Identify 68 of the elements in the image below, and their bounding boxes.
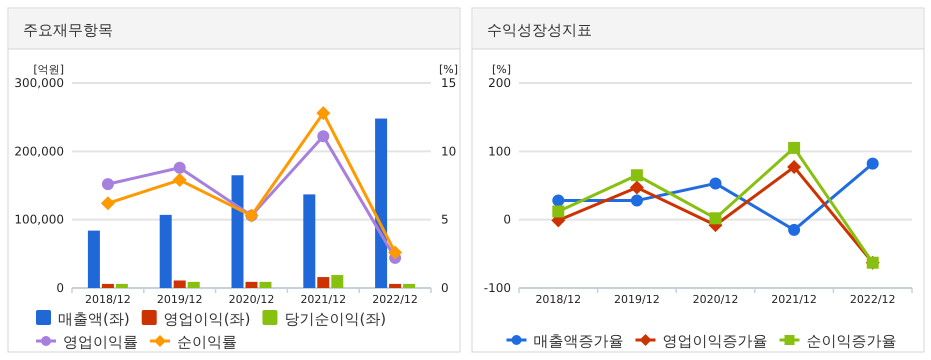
point (630, 169, 643, 182)
bar (102, 284, 114, 288)
y2-tick-label: 15 (441, 76, 456, 90)
point (388, 245, 402, 260)
bar (88, 230, 100, 288)
x-tick-label: 2022/12 (850, 293, 896, 306)
x-tick-label: 2021/12 (771, 293, 817, 306)
y-axis-title: [%] (492, 63, 511, 76)
bar (331, 275, 344, 288)
x-tick-label: 2018/12 (535, 293, 582, 306)
point (317, 130, 330, 142)
y-tick-label: 200,000 (14, 144, 64, 158)
legend-label: 영업이익률 (63, 333, 138, 351)
y-tick-label: 0 (503, 212, 511, 227)
point (552, 205, 564, 218)
legend-label: 당기순이익(좌) (284, 310, 386, 328)
legend-label: 매출액(좌) (58, 310, 130, 328)
bar (303, 194, 316, 288)
bar (246, 282, 258, 288)
point (552, 194, 564, 207)
bar (232, 175, 244, 288)
legend-label: 영업이익(좌) (164, 310, 250, 328)
point (100, 196, 115, 210)
bar (188, 282, 200, 288)
bar (403, 284, 416, 288)
point (710, 177, 722, 190)
y-tick-label: 300,000 (14, 76, 64, 90)
legend-label: 매출액증가율 (534, 332, 624, 350)
bar (389, 284, 402, 288)
point (316, 106, 330, 120)
point (172, 173, 187, 188)
legend-label: 순이익률 (177, 333, 237, 351)
point (788, 224, 800, 236)
x-tick-label: 2018/12 (85, 293, 131, 306)
point (866, 158, 879, 170)
x-tick-label: 2022/12 (372, 293, 418, 306)
point (630, 194, 643, 207)
y-tick-label: -100 (484, 281, 511, 295)
bar (116, 284, 128, 288)
chart-title: 수익성장성지표 (487, 21, 592, 39)
y-axis-title: [억원] (33, 63, 64, 76)
point (630, 180, 644, 195)
y-tick-label: 0 (56, 281, 64, 295)
legend-label: 영업이익증가율 (662, 332, 768, 350)
bar (160, 214, 172, 288)
point (102, 178, 114, 190)
y-tick-label: 100 (488, 144, 511, 158)
y2-tick-label: 10 (441, 144, 456, 158)
bar (317, 277, 330, 288)
x-tick-label: 2020/12 (692, 293, 738, 306)
point (788, 142, 800, 154)
y-tick-label: 200 (488, 76, 511, 90)
bar (375, 118, 388, 288)
bar (260, 282, 272, 288)
x-tick-label: 2019/12 (156, 293, 203, 306)
bar (174, 280, 186, 288)
point (174, 162, 186, 174)
x-tick-label: 2020/12 (228, 293, 274, 306)
point (710, 212, 722, 224)
point (787, 160, 802, 174)
x-tick-label: 2021/12 (300, 293, 346, 306)
y2-tick-label: 5 (441, 212, 449, 227)
y-tick-label: 100,000 (14, 212, 64, 227)
y2-axis-title: [%] (439, 63, 458, 76)
legend-label: 순이익증가율 (806, 332, 896, 350)
x-tick-label: 2019/12 (614, 293, 660, 306)
chart-title: 주요재무항목 (23, 21, 113, 39)
y2-tick-label: 0 (441, 281, 449, 295)
